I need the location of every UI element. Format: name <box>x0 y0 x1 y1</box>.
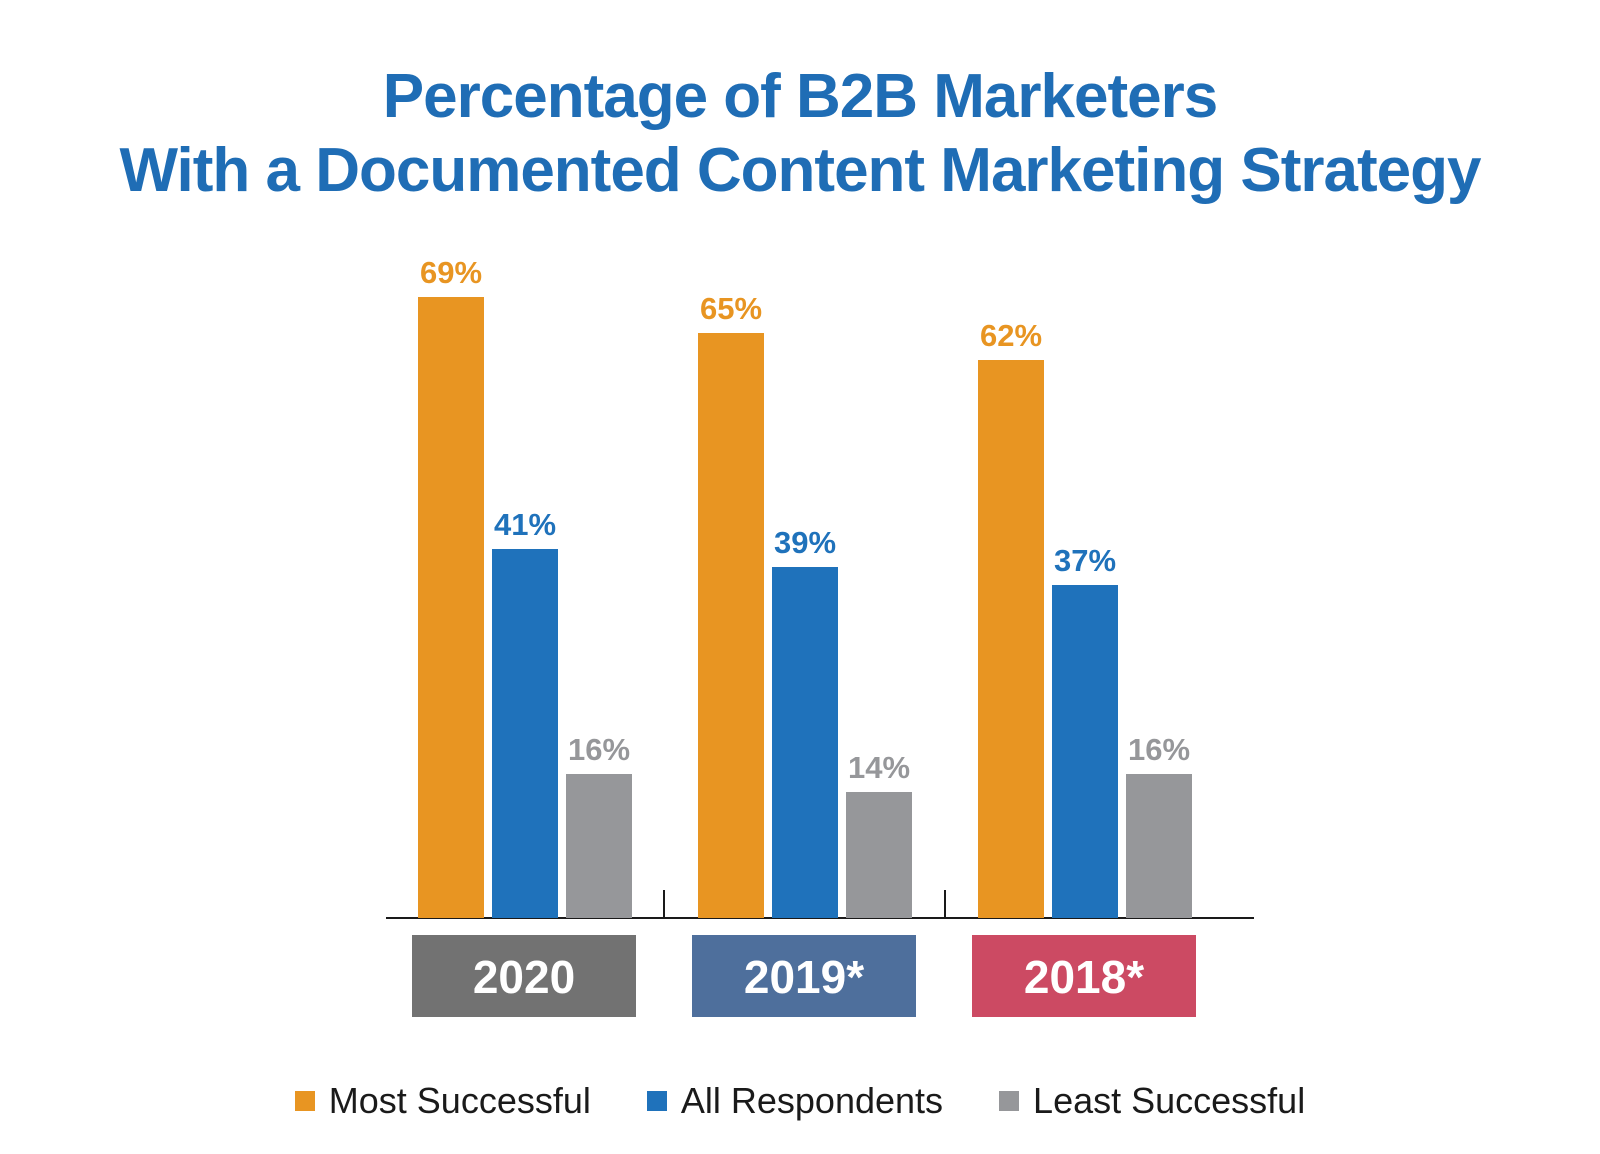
bar-all-respondents-2018 <box>1052 585 1118 918</box>
legend-swatch-most-successful <box>294 1091 315 1111</box>
bar-most-successful-2018 <box>978 360 1044 918</box>
bar-least-successful-2018 <box>1126 774 1192 918</box>
category-label-box-2018 <box>972 935 1196 1017</box>
data-label-least-successful-2020: 16% <box>568 732 630 767</box>
legend-label-most-successful: Most Successful <box>328 1080 591 1121</box>
legend-item-most-successful: Most Successful <box>294 1080 591 1122</box>
chart-title-line-1: Percentage of B2B Marketers <box>382 62 1218 131</box>
bar-most-successful-2020 <box>418 297 484 918</box>
category-label-2020: 2020 <box>473 951 575 1003</box>
legend-label-least-successful: Least Successful <box>1033 1080 1306 1121</box>
data-label-all-respondents-2020: 41% <box>494 507 556 542</box>
data-label-most-successful-2019: 65% <box>700 291 762 326</box>
data-label-all-respondents-2018: 37% <box>1054 543 1116 578</box>
legend-swatch-least-successful <box>999 1091 1020 1111</box>
bar-least-successful-2019 <box>846 792 912 918</box>
data-label-least-successful-2019: 14% <box>848 750 910 785</box>
category-label-2018: 2018* <box>1024 951 1144 1003</box>
legend-item-least-successful: Least Successful <box>999 1080 1305 1122</box>
data-label-most-successful-2020: 69% <box>420 255 482 290</box>
data-label-most-successful-2018: 62% <box>980 318 1042 353</box>
category-label-2019: 2019* <box>744 951 864 1003</box>
chart-title-line-2: With a Documented Content Marketing Stra… <box>119 136 1482 205</box>
legend-label-all-respondents: All Respondents <box>680 1080 944 1121</box>
category-label-box-2020 <box>412 935 636 1017</box>
legend-item-all-respondents: All Respondents <box>646 1080 944 1122</box>
category-label-box-2019 <box>692 935 916 1017</box>
bar-least-successful-2020 <box>566 774 632 918</box>
data-label-least-successful-2018: 16% <box>1128 732 1190 767</box>
bar-all-respondents-2019 <box>772 567 838 918</box>
bar-most-successful-2019 <box>698 333 764 918</box>
data-label-all-respondents-2019: 39% <box>774 525 836 560</box>
bar-all-respondents-2020 <box>492 549 558 918</box>
legend-swatch-all-respondents <box>646 1091 667 1111</box>
legend: Most Successful All Respondents Least Su… <box>0 1080 1600 1122</box>
